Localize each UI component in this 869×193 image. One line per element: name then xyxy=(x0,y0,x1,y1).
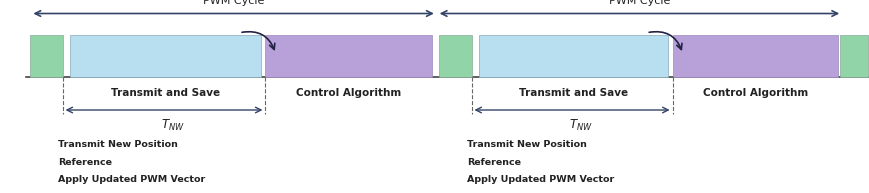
Text: Apply Updated PWM Vector: Apply Updated PWM Vector xyxy=(58,175,205,184)
Bar xyxy=(30,35,63,77)
Text: Control Algorithm: Control Algorithm xyxy=(702,88,806,98)
Text: Transmit New Position: Transmit New Position xyxy=(467,140,587,149)
Text: Reference: Reference xyxy=(467,158,521,167)
Bar xyxy=(70,35,261,77)
Text: Control Algorithm: Control Algorithm xyxy=(296,88,401,98)
Text: Transmit and Save: Transmit and Save xyxy=(518,88,627,98)
Text: Reference: Reference xyxy=(58,158,112,167)
Bar xyxy=(478,35,667,77)
Bar xyxy=(439,35,471,77)
Bar xyxy=(839,35,867,77)
Text: Transmit and Save: Transmit and Save xyxy=(110,88,220,98)
Bar xyxy=(265,35,432,77)
Text: PWM Cycle: PWM Cycle xyxy=(608,0,669,6)
Text: $\mathit{T}_{NW}$: $\mathit{T}_{NW}$ xyxy=(161,118,184,133)
Bar xyxy=(672,35,837,77)
Text: Transmit New Position: Transmit New Position xyxy=(58,140,178,149)
Text: PWM Cycle: PWM Cycle xyxy=(202,0,264,6)
Text: Apply Updated PWM Vector: Apply Updated PWM Vector xyxy=(467,175,614,184)
Text: $\mathit{T}_{NW}$: $\mathit{T}_{NW}$ xyxy=(568,118,592,133)
